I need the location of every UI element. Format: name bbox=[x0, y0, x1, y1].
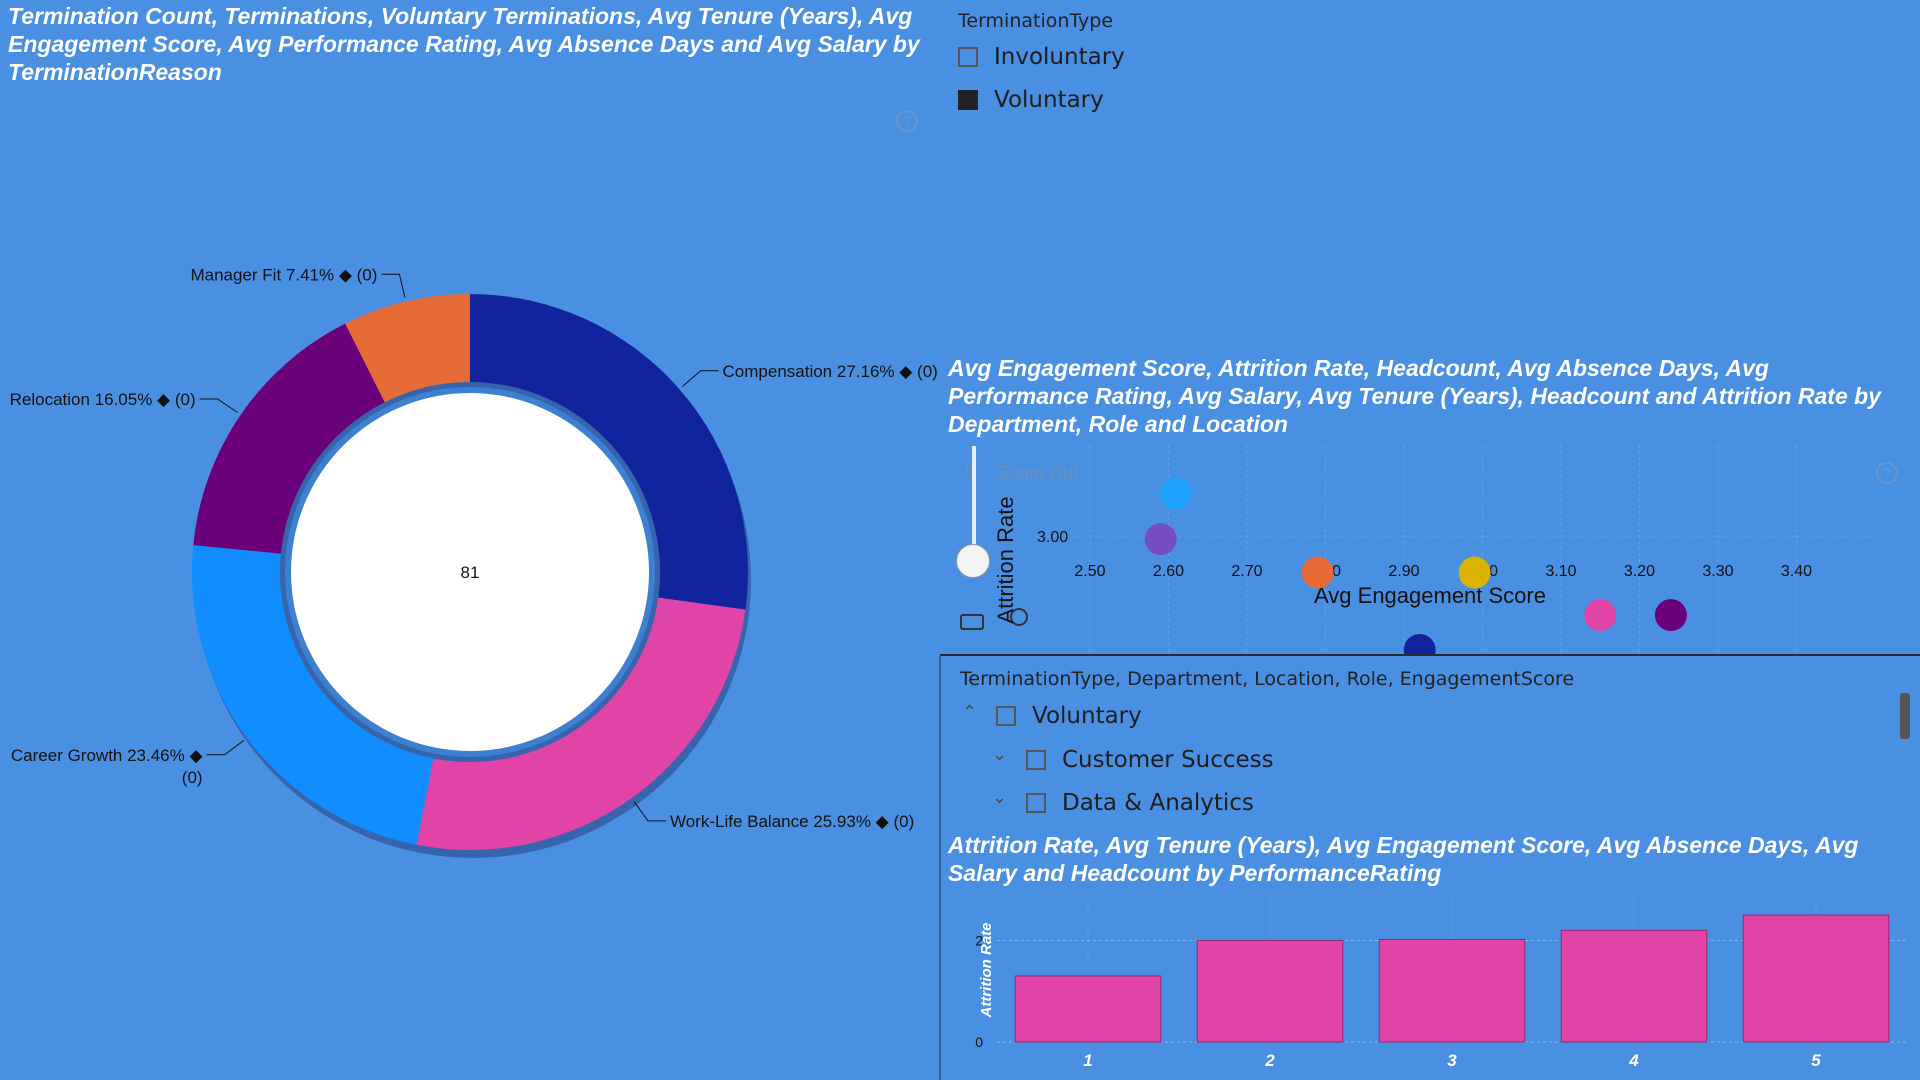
donut-visual-title: Termination Count, Terminations, Volunta… bbox=[8, 3, 920, 85]
donut-leader-line bbox=[633, 801, 666, 822]
scatter-x-tick-label: 3.20 bbox=[1624, 563, 1655, 580]
lasso-icon[interactable] bbox=[1010, 608, 1028, 626]
donut-leader-line bbox=[206, 740, 245, 756]
slicer-option-involuntary[interactable]: Involuntary bbox=[958, 44, 1125, 70]
donut-leader-line bbox=[199, 398, 238, 413]
donut-data-label: Compensation 27.16% ◆ (0) bbox=[723, 362, 938, 381]
donut-data-label: Relocation 16.05% ◆ (0) bbox=[10, 390, 196, 409]
scatter-point[interactable] bbox=[1458, 556, 1491, 589]
slicer-option-label: Voluntary bbox=[994, 87, 1104, 113]
checkbox-icon[interactable] bbox=[958, 90, 978, 110]
focus-icon[interactable] bbox=[960, 614, 984, 630]
bar[interactable] bbox=[1196, 939, 1344, 1043]
bar-y-tick-label: 0 bbox=[975, 1034, 983, 1050]
chevron-down-icon[interactable]: ⌄ bbox=[992, 787, 1008, 807]
bar[interactable] bbox=[1014, 975, 1162, 1043]
donut-data-label: Manager Fit 7.41% ◆ (0) bbox=[190, 265, 377, 284]
section-divider bbox=[939, 656, 941, 1080]
hierarchy-item-customer-success[interactable]: Customer Success bbox=[1026, 747, 1274, 773]
bar[interactable] bbox=[1560, 929, 1708, 1043]
bar-x-tick-label: 5 bbox=[1811, 1051, 1821, 1070]
hierarchy-item-label: Customer Success bbox=[1062, 747, 1274, 773]
bar-y-axis-label: Attrition Rate bbox=[978, 923, 995, 1019]
donut-center-value: 81 bbox=[461, 563, 480, 582]
scatter-point[interactable] bbox=[1144, 523, 1177, 556]
bar[interactable] bbox=[1742, 914, 1890, 1043]
hierarchy-item-label: Voluntary bbox=[1032, 703, 1142, 729]
bar-x-tick-label: 3 bbox=[1447, 1051, 1457, 1070]
scatter-point[interactable] bbox=[1403, 634, 1436, 655]
donut-slice[interactable] bbox=[191, 545, 434, 845]
bar-x-tick-label: 1 bbox=[1083, 1051, 1092, 1070]
donut-data-label: Career Growth 23.46% ◆ bbox=[11, 746, 204, 765]
scatter-x-tick-label: 3.30 bbox=[1702, 563, 1733, 580]
donut-chart: 81 Compensation 27.16% ◆ (0) Work-Life Bal… bbox=[10, 265, 938, 858]
donut-slice[interactable] bbox=[470, 294, 748, 610]
donut-leader-line bbox=[381, 273, 406, 298]
scatter-x-tick-label: 2.70 bbox=[1231, 563, 1262, 580]
scatter-x-tick-label: 2.60 bbox=[1153, 563, 1184, 580]
donut-data-label: (0) bbox=[182, 768, 203, 787]
bar-x-tick-label: 4 bbox=[1628, 1051, 1639, 1070]
donut-slice[interactable] bbox=[193, 323, 385, 554]
hierarchy-slicer-header: TerminationType, Department, Location, R… bbox=[960, 668, 1575, 690]
scrollbar[interactable] bbox=[1900, 693, 1910, 739]
chevron-down-icon[interactable]: ⌄ bbox=[992, 744, 1008, 764]
scatter-x-axis-label: Avg Engagement Score bbox=[1314, 583, 1546, 608]
scatter-point[interactable] bbox=[1654, 599, 1687, 632]
checkbox-icon[interactable] bbox=[958, 47, 978, 67]
scatter-y-axis-label: Attrition Rate bbox=[995, 496, 1018, 623]
termination-type-slicer-header: TerminationType bbox=[958, 10, 1114, 32]
scatter-point[interactable] bbox=[1160, 477, 1193, 510]
donut-data-label: Work-Life Balance 25.93% ◆ (0) bbox=[670, 812, 914, 831]
checkbox-icon[interactable] bbox=[1026, 750, 1046, 770]
scatter-x-tick-label: 2.90 bbox=[1388, 563, 1419, 580]
scatter-y-tick-label: 3.00 bbox=[1037, 529, 1068, 546]
scatter-x-tick-label: 3.40 bbox=[1781, 563, 1812, 580]
bar-x-tick-label: 2 bbox=[1264, 1051, 1275, 1070]
zoom-out-label[interactable]: Zoom Out bbox=[998, 463, 1079, 483]
bar-visual-title: Attrition Rate, Avg Tenure (Years), Avg … bbox=[948, 832, 1859, 886]
donut-center bbox=[285, 387, 655, 757]
section-divider bbox=[940, 654, 1920, 656]
bar[interactable] bbox=[1378, 938, 1526, 1043]
donut-slice[interactable] bbox=[345, 294, 470, 403]
hierarchy-item-label: Data & Analytics bbox=[1062, 790, 1254, 816]
scatter-x-tick-label: 3.10 bbox=[1545, 563, 1576, 580]
scatter-chart: 2.502.602.702.802.903.003.103.203.303.40… bbox=[995, 445, 1885, 655]
hierarchy-item-data-analytics[interactable]: Data & Analytics bbox=[1026, 790, 1254, 816]
scatter-visual-title: Avg Engagement Score, Attrition Rate, He… bbox=[948, 355, 1881, 437]
help-icon[interactable]: ? bbox=[1876, 462, 1898, 484]
bar-y-tick-label: 2 bbox=[975, 932, 983, 948]
help-icon[interactable]: ? bbox=[896, 110, 918, 132]
slicer-option-voluntary[interactable]: Voluntary bbox=[958, 87, 1104, 113]
donut-leader-line bbox=[682, 370, 719, 387]
zoom-slider-handle[interactable] bbox=[956, 544, 990, 578]
checkbox-icon[interactable] bbox=[1026, 793, 1046, 813]
donut-slice[interactable] bbox=[416, 597, 746, 850]
checkbox-icon[interactable] bbox=[996, 706, 1016, 726]
scatter-point[interactable] bbox=[1301, 556, 1334, 589]
scatter-x-tick-label: 2.50 bbox=[1074, 563, 1105, 580]
slicer-option-label: Involuntary bbox=[994, 44, 1125, 70]
scatter-point[interactable] bbox=[1584, 599, 1617, 632]
zoom-slider-track[interactable] bbox=[972, 446, 976, 564]
hierarchy-item-voluntary[interactable]: Voluntary bbox=[996, 703, 1142, 729]
chevron-up-icon[interactable]: ⌃ bbox=[962, 702, 978, 722]
